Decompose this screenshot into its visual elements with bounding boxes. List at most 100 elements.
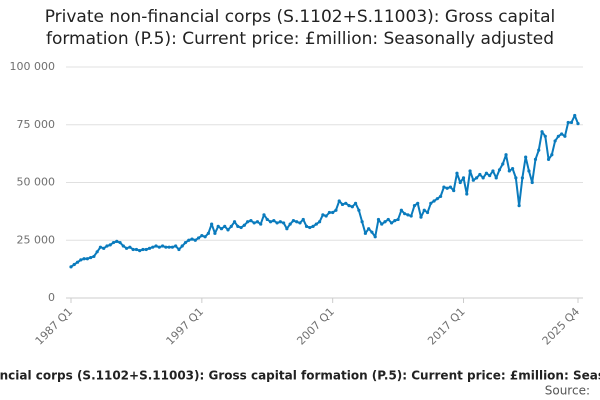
point [376, 217, 381, 222]
point [236, 224, 240, 228]
point [560, 132, 564, 136]
point [321, 213, 325, 217]
y-tick-label: 100 000 [10, 60, 56, 73]
point [164, 245, 168, 249]
point [232, 220, 237, 224]
point [494, 176, 498, 180]
x-tick-label: 1987 Q1 [33, 305, 76, 348]
point [403, 212, 407, 216]
point [327, 210, 332, 215]
point [435, 197, 439, 201]
point [314, 222, 318, 226]
point [520, 176, 524, 180]
point [79, 258, 83, 262]
point [272, 219, 276, 223]
point [308, 225, 312, 230]
point [546, 157, 551, 161]
point [82, 257, 86, 261]
point [108, 243, 112, 247]
point [524, 155, 528, 159]
point [425, 210, 430, 215]
point [540, 130, 544, 134]
point [429, 201, 433, 205]
point [432, 199, 436, 203]
point [115, 239, 119, 244]
point [334, 208, 338, 212]
point [396, 217, 400, 222]
point [187, 238, 191, 242]
point [295, 220, 299, 224]
point [550, 153, 554, 157]
point [363, 231, 367, 235]
point [412, 204, 417, 208]
point [291, 219, 296, 223]
point [154, 244, 158, 248]
point [268, 220, 273, 224]
point [481, 176, 485, 180]
point [144, 247, 148, 252]
point [246, 220, 250, 224]
point [386, 217, 390, 222]
point [98, 245, 103, 249]
point [501, 162, 505, 166]
point [324, 214, 328, 218]
point [461, 176, 466, 180]
point [553, 139, 557, 143]
point [249, 219, 253, 223]
point [239, 225, 243, 230]
point [177, 247, 181, 252]
point [278, 220, 282, 224]
point [170, 245, 174, 249]
point [340, 202, 345, 207]
point [393, 219, 397, 223]
point [265, 217, 269, 222]
y-tick-label: 25 000 [17, 233, 56, 246]
point [488, 173, 492, 178]
point [262, 213, 266, 217]
point [203, 235, 207, 239]
point [357, 208, 361, 212]
point [190, 237, 194, 241]
point [471, 178, 475, 182]
point [134, 247, 139, 252]
chart-title: Private non-financial corps (S.1102+S.11… [44, 7, 556, 49]
point [105, 244, 109, 248]
x-tick-label: 2017 Q1 [425, 305, 468, 348]
point [569, 120, 574, 125]
point [360, 220, 364, 224]
point [317, 220, 322, 224]
point [514, 176, 518, 180]
point [285, 227, 289, 231]
point [242, 223, 246, 227]
point [311, 224, 315, 228]
x-tick-label: 1997 Q1 [164, 305, 207, 348]
point [282, 221, 286, 225]
point [380, 222, 384, 226]
point [347, 204, 351, 208]
y-tick-label: 0 [48, 291, 55, 304]
point [517, 204, 521, 208]
point [458, 180, 462, 185]
point [491, 169, 495, 173]
point [576, 121, 580, 126]
point [445, 186, 449, 190]
point [350, 205, 354, 209]
point [193, 238, 197, 242]
point [85, 257, 89, 261]
point [399, 208, 403, 212]
point [141, 247, 145, 252]
point [200, 234, 204, 238]
point [255, 220, 260, 224]
point [213, 231, 217, 235]
point [439, 194, 443, 198]
point [89, 255, 93, 260]
point [497, 168, 502, 172]
point [533, 157, 538, 161]
point [252, 221, 256, 225]
point [530, 180, 534, 185]
point [527, 169, 531, 173]
point [331, 210, 335, 215]
point [510, 167, 515, 171]
